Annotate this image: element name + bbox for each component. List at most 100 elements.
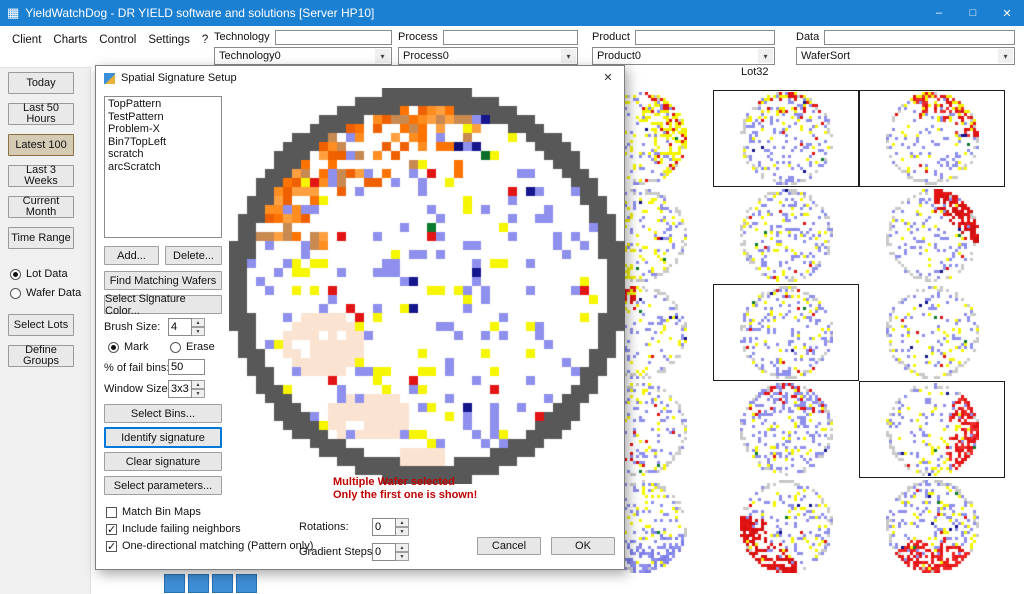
sidebar-button-select-lots[interactable]: Select Lots [8, 314, 74, 336]
select-parameters-button[interactable]: Select parameters... [104, 476, 222, 495]
wafer-map-thumbnail[interactable] [885, 286, 979, 379]
brush-size-spinner[interactable]: ▲ ▼ [168, 318, 205, 336]
wafer-selection-frame[interactable] [713, 284, 859, 381]
rotations-label: Rotations: [299, 521, 349, 533]
rotations-spinner[interactable]: ▲ ▼ [372, 518, 409, 536]
selected-wafer-thumb[interactable] [236, 574, 257, 593]
dialog-close-button[interactable]: ✕ [603, 71, 613, 84]
chevron-down-icon[interactable]: ▾ [758, 49, 773, 63]
spin-down-icon[interactable]: ▼ [396, 552, 409, 561]
sidebar-button-last-3-weeks[interactable]: Last 3 Weeks [8, 165, 74, 187]
product-combo[interactable]: Product0 ▾ [592, 47, 775, 65]
chevron-down-icon[interactable]: ▾ [998, 49, 1013, 63]
select-signature-color-button[interactable]: Select Signature Color... [104, 293, 222, 317]
wafer-map-thumbnail[interactable] [885, 189, 979, 282]
sidebar-button-today[interactable]: Today [8, 72, 74, 94]
wafer-thumbnail-cell[interactable] [859, 187, 1005, 284]
wafer-map-thumbnail[interactable] [739, 92, 833, 185]
dialog-icon [104, 72, 115, 84]
technology-text-input[interactable] [274, 29, 392, 45]
selected-wafer-thumb[interactable] [212, 574, 233, 593]
close-button[interactable]: ✕ [1002, 7, 1012, 20]
gradient-steps-spinner[interactable]: ▲ ▼ [372, 543, 409, 561]
process-combo[interactable]: Process0 ▾ [398, 47, 578, 65]
delete-button[interactable]: Delete... [165, 246, 222, 265]
spin-up-icon[interactable]: ▲ [396, 518, 409, 527]
wafer-map-thumbnail[interactable] [739, 286, 833, 379]
ok-button[interactable]: OK [551, 537, 615, 555]
data-combo[interactable]: WaferSort ▾ [796, 47, 1015, 65]
signature-list-item[interactable]: TopPattern [108, 98, 162, 110]
wafer-thumbnail-cell[interactable] [713, 187, 859, 284]
find-matching-wafers-button[interactable]: Find Matching Wafers [104, 271, 222, 290]
wafer-map-thumbnail[interactable] [739, 189, 833, 282]
wafer-map-thumbnail[interactable] [739, 480, 833, 573]
data-text-input[interactable] [824, 29, 1015, 45]
signature-listbox[interactable]: TopPattern TestPattern Problem-X Bin7Top… [104, 96, 222, 238]
lot-data-radio[interactable]: Lot Data [10, 268, 68, 280]
signature-list-item[interactable]: Problem-X [108, 123, 160, 135]
menu-item-control[interactable]: Control [99, 34, 137, 46]
menu-item-help[interactable]: ? [201, 34, 209, 46]
identify-signature-button[interactable]: Identify signature [104, 427, 222, 448]
signature-list-item[interactable]: Bin7TopLeft [108, 135, 167, 148]
spin-up-icon[interactable]: ▲ [396, 543, 409, 552]
wafer-map-thumbnail[interactable] [885, 383, 979, 476]
signature-list-item[interactable]: arcScratch [108, 160, 161, 173]
erase-radio[interactable]: Erase [170, 341, 215, 353]
fail-bins-input[interactable] [168, 359, 205, 375]
wafer-map-thumbnail[interactable] [885, 92, 979, 185]
sidebar-button-define-groups[interactable]: Define Groups [8, 345, 74, 367]
clear-signature-button[interactable]: Clear signature [104, 452, 222, 471]
select-bins-button[interactable]: Select Bins... [104, 404, 222, 423]
mark-radio-label: Mark [124, 341, 149, 353]
signature-list-item[interactable]: scratch [108, 148, 144, 160]
wafer-thumbnail-cell[interactable] [713, 381, 859, 478]
dialog-title-bar[interactable]: Spatial Signature Setup [96, 66, 624, 90]
minimize-button[interactable]: – [935, 7, 943, 19]
wafer-grid [567, 90, 1005, 575]
sidebar-button-time-range[interactable]: Time Range [8, 227, 74, 249]
window-size-input[interactable] [168, 380, 192, 398]
wafer-selection-frame[interactable] [859, 381, 1005, 478]
wafer-thumbnail-cell[interactable] [859, 284, 1005, 381]
wafer-thumbnail-cell[interactable] [713, 478, 859, 575]
menu-item-settings[interactable]: Settings [148, 34, 190, 46]
selected-wafer-thumb[interactable] [164, 574, 185, 593]
menu-item-client[interactable]: Client [12, 34, 42, 46]
include-failing-neighbors-checkbox[interactable]: Include failing neighbors [106, 523, 241, 536]
wafer-thumbnail-cell[interactable] [859, 478, 1005, 575]
sidebar-button-latest-100[interactable]: Latest 100 [8, 134, 74, 156]
wafer-selection-frame[interactable] [859, 90, 1005, 187]
one-directional-matching-checkbox[interactable]: One-directional matching (Pattern only) [106, 540, 313, 553]
maximize-button[interactable]: □ [969, 7, 977, 19]
spin-down-icon[interactable]: ▼ [396, 527, 409, 536]
product-text-input[interactable] [634, 29, 775, 45]
wafer-data-radio[interactable]: Wafer Data [10, 287, 81, 299]
signature-wafer-map[interactable] [229, 88, 625, 484]
chevron-down-icon[interactable]: ▾ [375, 49, 390, 63]
selected-wafer-thumb[interactable] [188, 574, 209, 593]
mark-radio[interactable]: Mark [108, 341, 148, 353]
gradient-steps-input[interactable] [372, 543, 396, 561]
cancel-button[interactable]: Cancel [477, 537, 541, 555]
signature-list-item[interactable]: TestPattern [108, 110, 164, 123]
menu-item-charts[interactable]: Charts [53, 34, 88, 46]
brush-size-input[interactable] [168, 318, 192, 336]
window-size-spinner[interactable]: ▲ ▼ [168, 380, 205, 398]
wafer-map-thumbnail[interactable] [885, 480, 979, 573]
chevron-down-icon[interactable]: ▾ [561, 49, 576, 63]
wafer-selection-frame[interactable] [713, 90, 859, 187]
spin-down-icon[interactable]: ▼ [192, 389, 205, 398]
match-bin-maps-checkbox[interactable]: Match Bin Maps [106, 506, 201, 518]
process-text-input[interactable] [442, 29, 578, 45]
spin-up-icon[interactable]: ▲ [192, 380, 205, 389]
spin-up-icon[interactable]: ▲ [192, 318, 205, 327]
spin-down-icon[interactable]: ▼ [192, 327, 205, 336]
sidebar-button-current-month[interactable]: Current Month [8, 196, 74, 218]
technology-combo[interactable]: Technology0 ▾ [214, 47, 392, 65]
add-button[interactable]: Add... [104, 246, 159, 265]
sidebar-button-last-50-hours[interactable]: Last 50 Hours [8, 103, 74, 125]
wafer-map-thumbnail[interactable] [739, 383, 833, 476]
rotations-input[interactable] [372, 518, 396, 536]
